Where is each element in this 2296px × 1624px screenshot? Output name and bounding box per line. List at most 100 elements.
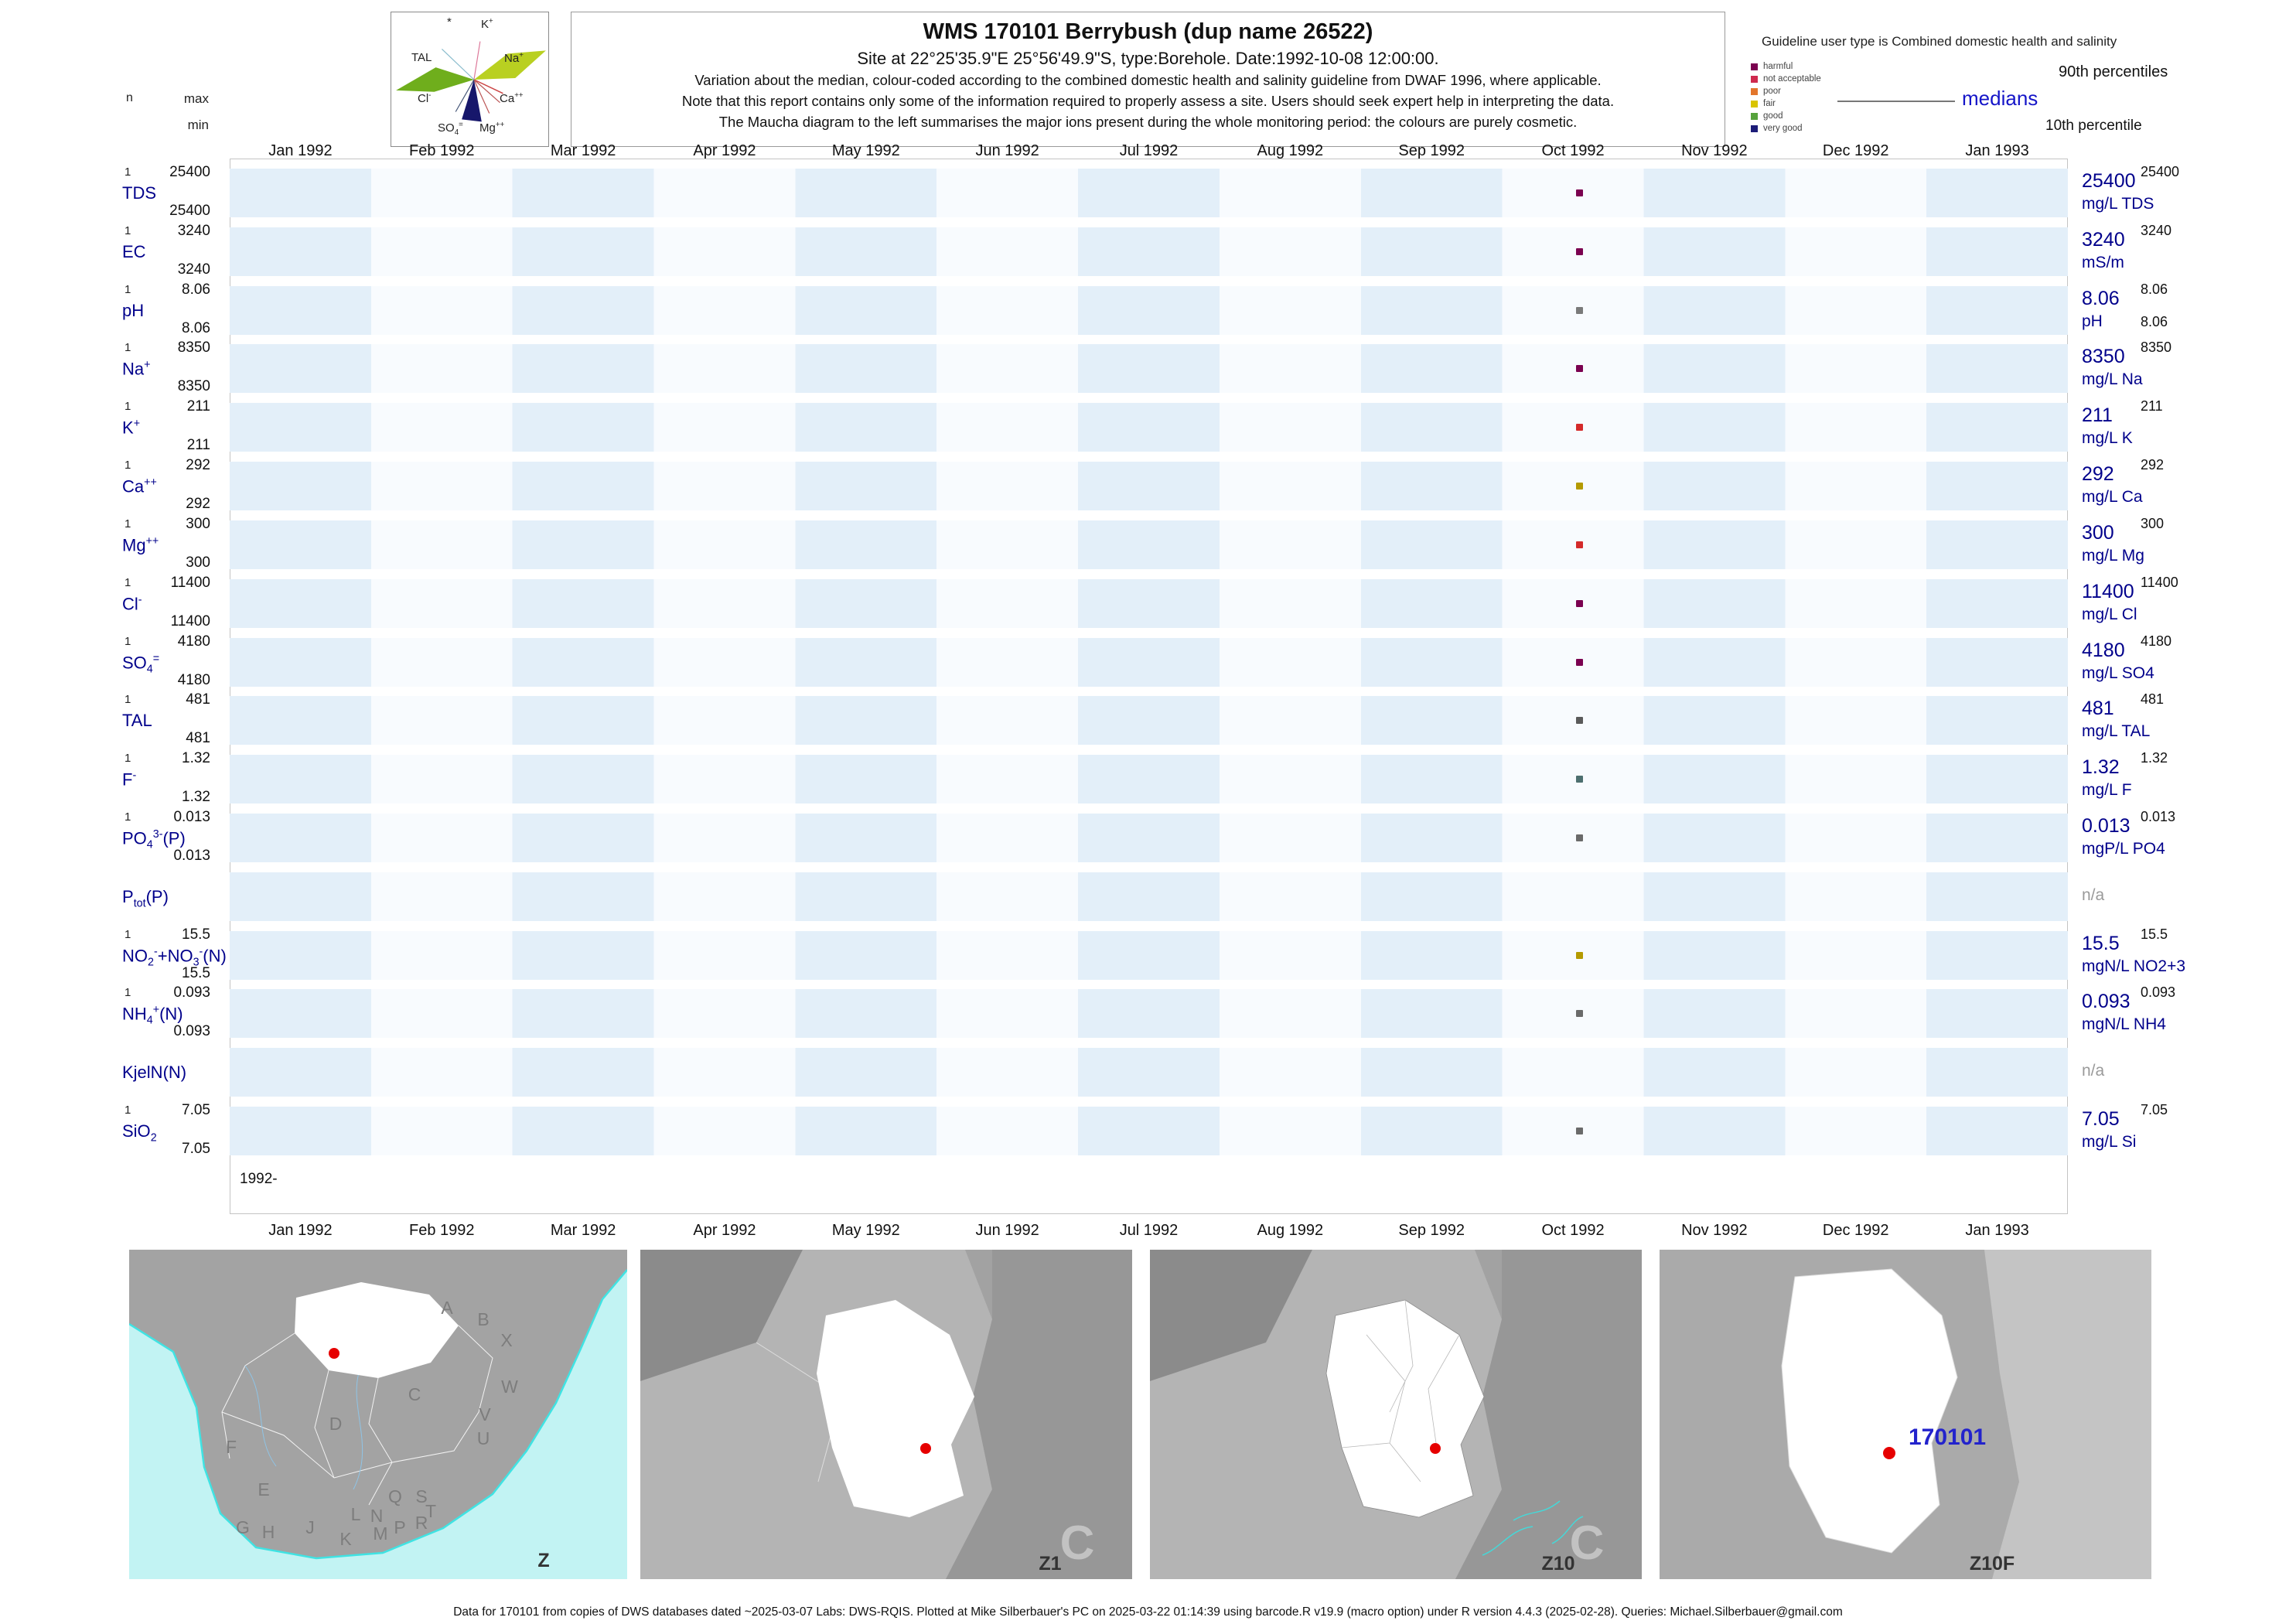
timeline-band [230, 1107, 2068, 1156]
parameter-row: 1 1.32 F- 1.32 1.32 1.32 mg/L F [0, 750, 2296, 809]
maucha-cl-blade [396, 67, 474, 92]
maucha-na-blade [473, 50, 546, 80]
sample-count: 1 [125, 223, 131, 237]
barcode-chart: n max min 1 25400 TDS 25400 25400 25400 … [0, 91, 2296, 1239]
month-label: Feb 1992 [409, 142, 475, 159]
parameter-row: 1 25400 TDS 25400 25400 25400 mg/L TDS [0, 164, 2296, 223]
legend-swatch [1751, 112, 1758, 120]
site-marker [329, 1348, 339, 1359]
min-value: 211 [186, 437, 210, 454]
sample-count: 1 [125, 693, 131, 707]
unit-label: mg/L Ca [2082, 488, 2143, 507]
median-value: 7.05 [2082, 1108, 2120, 1131]
sample-count: 1 [125, 575, 131, 589]
legend-item: poor [1751, 85, 1821, 97]
p90-value: 11400 [2141, 574, 2178, 590]
timeline-band [230, 637, 2068, 687]
note-2: Note that this report contains only some… [681, 93, 1615, 110]
region-letter: C [408, 1384, 421, 1404]
timeline-band [230, 344, 2068, 394]
region-letter: A [441, 1298, 453, 1318]
max-value: 15.5 [182, 926, 210, 943]
medians-line [1837, 101, 1955, 102]
maucha-label-so4: SO4= [438, 121, 463, 137]
p90-value: 3240 [2141, 222, 2172, 238]
legend-swatch [1751, 100, 1758, 107]
title-block: WMS 170101 Berrybush (dup name 26522) Si… [571, 12, 1725, 147]
timeline-band [230, 755, 2068, 804]
region-letter: U [477, 1428, 490, 1448]
min-value: 4180 [177, 671, 210, 688]
parameter-row: 1 11400 Cl- 11400 11400 11400 mg/L Cl [0, 575, 2296, 633]
rivers [1482, 1500, 1584, 1556]
maucha-label-tal: TAL [411, 51, 432, 64]
rivers [244, 1365, 363, 1490]
unit-label: mg/L Cl [2082, 605, 2137, 623]
guideline-legend: harmful not acceptable poor fair good ve… [1751, 60, 1821, 135]
timeline-band [230, 1048, 2068, 1097]
month-label: Mar 1992 [550, 142, 616, 159]
map-panel-z1: C Z1 [640, 1250, 1132, 1579]
min-value: 3240 [177, 261, 210, 278]
data-point [1576, 1010, 1583, 1018]
p90-value: 0.093 [2141, 984, 2176, 1001]
unit-label: pH [2082, 312, 2103, 330]
median-value: 481 [2082, 698, 2114, 720]
p90-value: 8350 [2141, 339, 2172, 356]
maucha-tal-line [442, 49, 475, 80]
site-subtitle: Site at 22°25'35.9"E 25°56'49.9"S, type:… [857, 49, 1439, 68]
land-shade-3 [946, 1250, 1132, 1579]
parameter-name: TDS [122, 183, 156, 203]
sample-count: 1 [125, 986, 131, 1000]
legend-item: harmful [1751, 60, 1821, 73]
timeline-band [230, 696, 2068, 745]
maucha-label-mg: Mg++ [479, 121, 505, 135]
month-label: Sep 1992 [1398, 142, 1465, 159]
sample-count: 1 [125, 459, 131, 473]
data-point [1576, 1128, 1583, 1135]
p90-value: 211 [2141, 398, 2163, 415]
axis-header-max: max [183, 91, 209, 106]
region-letter: G [236, 1517, 250, 1537]
data-point [1576, 247, 1583, 255]
region-letter: R [415, 1513, 428, 1533]
land-shade-1 [640, 1250, 803, 1381]
median-value: 0.013 [2082, 815, 2131, 838]
maucha-so4-wedge [462, 79, 482, 122]
sample-count: 1 [125, 341, 131, 355]
region-letter: S [415, 1486, 427, 1506]
month-label: Jan 1993 [1965, 1222, 2029, 1239]
region-letter: J [305, 1517, 315, 1537]
map-za-svg: A BX W C VU D F E Q ST L NM P R G H J K Z [129, 1250, 627, 1579]
na-label: n/a [2082, 1062, 2105, 1080]
legend-swatch [1751, 75, 1758, 83]
median-value: 292 [2082, 463, 2114, 486]
median-value: 3240 [2082, 228, 2125, 251]
legend-swatch [1751, 125, 1758, 132]
maucha-ca-line [473, 79, 503, 94]
legend-label: not acceptable [1763, 74, 1821, 84]
parameter-name: K+ [122, 418, 141, 438]
timeline-band [230, 169, 2068, 217]
region-letter: L [351, 1504, 361, 1524]
data-point [1576, 717, 1583, 725]
region-letter: K [339, 1529, 352, 1549]
month-label: Dec 1992 [1822, 1222, 1889, 1239]
month-label: Jul 1992 [1119, 142, 1179, 159]
region-letter: N [370, 1506, 384, 1526]
legend-label: good [1763, 111, 1783, 121]
region-letter: M [373, 1523, 387, 1544]
year-axis-label: 1992- [240, 1171, 278, 1187]
data-point [1576, 424, 1583, 432]
month-label: Aug 1992 [1257, 1222, 1324, 1239]
drainage-boundaries [221, 1325, 493, 1506]
timeline-band [230, 285, 2068, 335]
parameter-row: 1 300 Mg++ 300 300 300 mg/L Mg [0, 516, 2296, 575]
parameter-row: 1 15.5 NO2-+NO3-(N) 15.5 15.5 15.5 mgN/L… [0, 926, 2296, 985]
unit-label: mgP/L PO4 [2082, 840, 2165, 858]
maucha-ca-line2 [473, 79, 500, 104]
month-label: Jun 1992 [975, 1222, 1039, 1239]
footer-credits: Data for 170101 from copies of DWS datab… [453, 1605, 1843, 1619]
data-point [1576, 541, 1583, 548]
min-value: 292 [186, 496, 210, 513]
